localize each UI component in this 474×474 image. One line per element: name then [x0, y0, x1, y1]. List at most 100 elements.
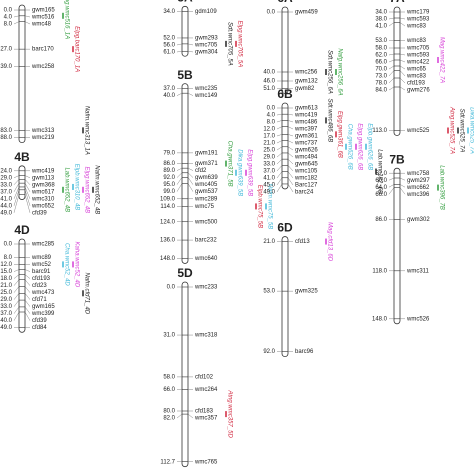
marker-position: 49.0: [263, 190, 275, 196]
chromosome-name: 7A: [389, 0, 405, 5]
marker-position: 31.0: [163, 333, 175, 339]
marker-position: 40.0: [263, 70, 275, 76]
marker-name: gwm293: [195, 36, 218, 42]
marker-name: wmc235: [194, 86, 218, 92]
qtl-label: Sdt.wmc525_7A: [458, 109, 464, 153]
marker-name: wmc486: [294, 120, 318, 126]
marker-name: wmc313: [31, 128, 55, 134]
marker-leader: [287, 120, 294, 123]
marker-position: 62.0: [375, 53, 387, 59]
marker-name: cfd23: [32, 283, 47, 289]
qtl-label: Elpg.wmc516_1A: [63, 0, 69, 39]
marker-position: 29.0: [0, 175, 12, 181]
marker-position: 15.0: [0, 269, 12, 275]
marker-leader: [13, 269, 20, 272]
marker-position: 33.0: [0, 182, 12, 188]
marker-leader: [13, 21, 20, 25]
marker-position: 44.0: [0, 203, 12, 209]
marker-name: gwm325: [295, 289, 318, 295]
marker-name: wmc640: [194, 256, 218, 262]
chromosome-bar: [281, 236, 289, 358]
chromosome-bar: [393, 6, 401, 136]
marker-leader: [176, 413, 183, 419]
chromosome-name: 4D: [14, 223, 30, 237]
marker-position: 66.0: [375, 192, 387, 198]
marker-position: 56.0: [163, 43, 175, 49]
marker-leader: [287, 126, 294, 130]
marker-name: wmc662: [406, 185, 430, 191]
marker-name: wmc83: [406, 38, 427, 44]
marker-position: 4.0: [267, 113, 276, 119]
chromosome-name: 6D: [277, 221, 293, 235]
qtl-label: Elpb.gwm626_6B: [366, 123, 372, 170]
marker-leader: [176, 43, 183, 46]
qtl-label: Elpb.wmc310_4B: [73, 164, 79, 211]
qtl-label: Cha.gwm371_5B: [226, 141, 232, 187]
marker-name: gwm368: [32, 182, 55, 188]
marker-position: 53.0: [263, 289, 275, 295]
marker-leader: [24, 269, 31, 272]
chromosome-bar: [18, 238, 26, 333]
marker-position: 114.0: [160, 204, 175, 210]
marker-leader: [276, 183, 283, 193]
marker-position: 25.0: [263, 148, 275, 154]
chromosome-name: 5B: [177, 68, 193, 82]
marker-leader: [24, 21, 31, 25]
marker-position: 18.0: [0, 276, 12, 282]
marker-leader: [24, 293, 31, 300]
chromosome-name: 4B: [14, 150, 30, 164]
marker-name: gdm109: [195, 9, 217, 15]
marker-leader: [399, 77, 406, 84]
marker-name: wmc652: [31, 203, 55, 209]
marker-name: wmc526: [406, 316, 430, 322]
marker-position: 57.0: [375, 171, 387, 177]
marker-leader: [287, 171, 294, 179]
marker-leader: [276, 114, 283, 116]
marker-name: gwm626: [295, 148, 318, 154]
marker-position: 113.0: [372, 128, 387, 134]
marker-name: wmc289: [194, 196, 218, 202]
chromosome-name: 7B: [389, 152, 405, 166]
marker-position: 70.0: [375, 67, 387, 73]
marker-leader: [13, 293, 20, 300]
marker-name: wmc593: [406, 53, 430, 59]
marker-name: gwm459: [295, 10, 318, 16]
marker-name: cfd183: [195, 409, 214, 415]
marker-leader: [24, 274, 31, 279]
marker-leader: [187, 51, 194, 53]
qtl-label: Cha.gwm626_6B: [346, 124, 352, 170]
marker-position: 0.0: [167, 285, 176, 291]
marker-name: barc91: [32, 269, 51, 275]
marker-leader: [287, 134, 294, 137]
chromosome-bar: [18, 4, 26, 144]
marker-name: wmc705: [194, 43, 218, 49]
marker-position: 21.0: [0, 283, 12, 289]
marker-leader: [24, 179, 31, 185]
marker-leader: [187, 172, 194, 178]
marker-name: cfd193: [32, 276, 51, 282]
chromosome-name: 6A: [277, 0, 293, 5]
marker-position: 0.0: [267, 106, 276, 112]
marker-name: wmc357: [194, 416, 218, 422]
marker-name: cfd13: [295, 239, 310, 245]
marker-leader: [276, 177, 283, 186]
marker-leader: [24, 175, 31, 178]
marker-leader: [276, 152, 283, 158]
marker-leader: [388, 53, 395, 56]
qtl-label: Nafm.wmc652_4B: [93, 165, 99, 214]
marker-position: 34.0: [163, 9, 175, 15]
qtl-label: Elpg.gwm639_5B: [246, 149, 252, 196]
marker-name: wmc516: [31, 15, 55, 21]
marker-name: gwm304: [195, 50, 218, 56]
chromosome-bar: [281, 6, 289, 94]
marker-position: 41.0: [263, 176, 275, 182]
marker-name: wmc179: [406, 10, 430, 16]
marker-position: 86.0: [163, 161, 175, 167]
marker-leader: [13, 306, 20, 314]
marker-name: wmc48: [31, 22, 52, 28]
qtl-label: Nafg.wmc256_6A: [336, 48, 342, 95]
marker-leader: [187, 167, 194, 171]
marker-position: 38.0: [375, 17, 387, 23]
marker-position: 58.0: [163, 374, 175, 380]
marker-position: 46.0: [263, 79, 275, 85]
